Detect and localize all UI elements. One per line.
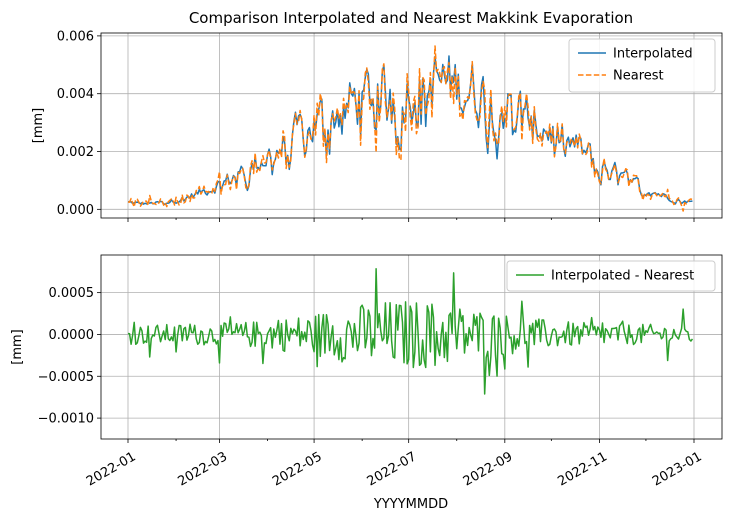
y-tick-label: 0.000 — [57, 203, 94, 218]
series-line-1 — [127, 267, 694, 395]
x-tick-label: 2022-11 — [555, 449, 610, 489]
x-axis-label: YYYYMMDD — [373, 497, 448, 512]
y-tick-label: −0.0005 — [38, 370, 94, 385]
y-tick-label: 0.0000 — [49, 328, 95, 343]
legend-label: Nearest — [613, 69, 664, 84]
top-panel: 0.000 0.002 0.004 0.006 [mm] Interpolated Near… — [31, 29, 723, 222]
plot-frame — [100, 254, 723, 440]
series-line-2 — [127, 45, 693, 212]
x-tick-label: 2023-01 — [650, 449, 705, 489]
x-tick-label: 2022-01 — [84, 449, 139, 489]
x-tick-label: 2022-09 — [461, 449, 516, 489]
plot-frame — [100, 32, 723, 219]
legend-label: Interpolated - Nearest — [551, 269, 694, 284]
y-tick-label: 0.0005 — [49, 286, 95, 301]
x-tick-label: 2022-03 — [175, 449, 230, 489]
x-tick-label: 2022-05 — [270, 449, 325, 489]
y-axis-label: [mm] — [10, 329, 25, 364]
y-tick-label: 0.002 — [57, 145, 94, 160]
y-tick-label: 0.006 — [57, 29, 94, 44]
y-axis-label: [mm] — [31, 108, 46, 143]
legend-label: Interpolated — [613, 47, 693, 62]
chart-title: Comparison Interpolated and Nearest Makk… — [189, 9, 633, 27]
y-tick-label: −0.0010 — [38, 412, 94, 427]
y-tick-label: 0.004 — [57, 87, 94, 102]
legend-box — [506, 260, 716, 292]
x-tick-label: 2022-07 — [365, 449, 420, 489]
bottom-panel: −0.0010 −0.0005 0.0000 0.0005 [mm] 2022-01 202… — [10, 254, 723, 490]
